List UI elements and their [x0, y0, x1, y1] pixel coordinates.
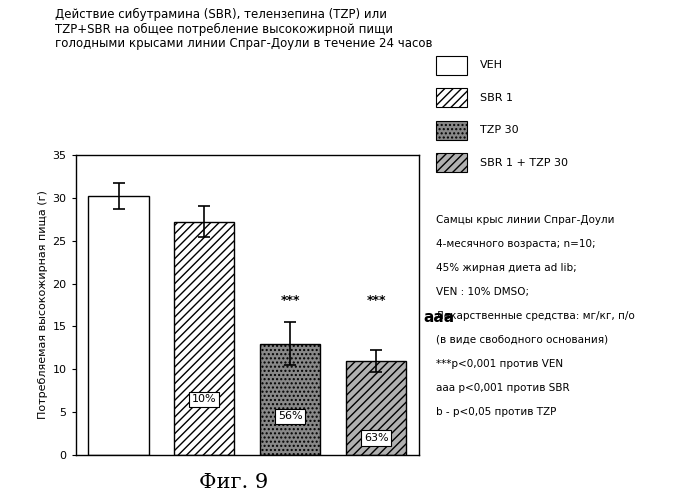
Text: Фиг. 9: Фиг. 9: [199, 474, 268, 492]
Bar: [89, 196, 148, 455]
Text: 63%: 63%: [364, 433, 388, 443]
Text: SBR 1 + TZP 30: SBR 1 + TZP 30: [480, 158, 567, 168]
Text: ***p<0,001 против VEN: ***p<0,001 против VEN: [436, 359, 563, 369]
Text: Действие сибутрамина (SBR), телензепина (TZP) или: Действие сибутрамина (SBR), телензепина …: [55, 8, 387, 20]
Text: 45% жирная диета ad lib;: 45% жирная диета ad lib;: [436, 263, 577, 273]
Text: (в виде свободного основания): (в виде свободного основания): [436, 335, 609, 345]
Text: aaa p<0,001 против SBR: aaa p<0,001 против SBR: [436, 383, 570, 393]
Text: VEN : 10% DMSO;: VEN : 10% DMSO;: [436, 287, 530, 297]
Y-axis label: Потребляемая высокожирная пища (г): Потребляемая высокожирная пища (г): [38, 190, 48, 420]
Text: голодными крысами линии Спраг-Доули в течение 24 часов: голодными крысами линии Спраг-Доули в те…: [55, 38, 432, 51]
Text: VEH: VEH: [480, 60, 502, 70]
Text: aaa: aaa: [423, 310, 455, 326]
Text: b - p<0,05 против TZP: b - p<0,05 против TZP: [436, 407, 556, 417]
Text: 56%: 56%: [278, 412, 302, 422]
Bar: [346, 360, 406, 455]
Bar: [174, 222, 234, 455]
Text: Лекарственные средства: мг/кг, п/о: Лекарственные средства: мг/кг, п/о: [436, 311, 635, 321]
Text: TZP 30: TZP 30: [480, 125, 518, 135]
Text: TZP+SBR на общее потребление высокожирной пищи: TZP+SBR на общее потребление высокожирно…: [55, 22, 393, 36]
Text: ***: ***: [280, 294, 300, 307]
Text: 10%: 10%: [192, 394, 216, 404]
Text: 4-месячного возраста; n=10;: 4-месячного возраста; n=10;: [436, 239, 596, 249]
Bar: [260, 344, 320, 455]
Text: ***: ***: [366, 294, 386, 307]
Text: Самцы крыс линии Спраг-Доули: Самцы крыс линии Спраг-Доули: [436, 215, 615, 225]
Text: SBR 1: SBR 1: [480, 92, 513, 102]
